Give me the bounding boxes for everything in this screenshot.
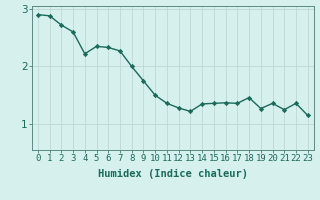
X-axis label: Humidex (Indice chaleur): Humidex (Indice chaleur): [98, 169, 248, 179]
